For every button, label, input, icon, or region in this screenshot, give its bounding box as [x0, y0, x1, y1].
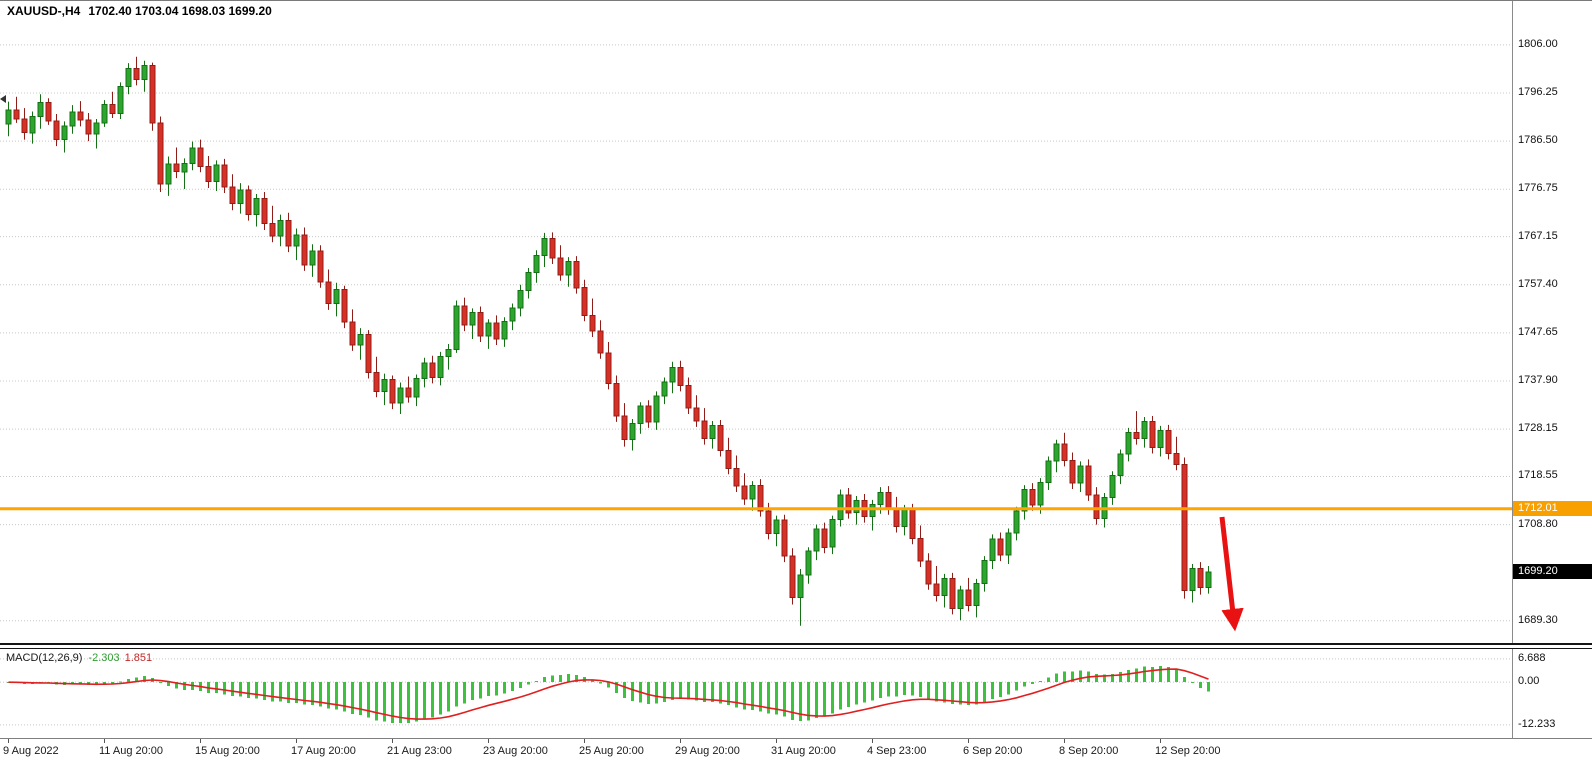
macd-tick-label: -12.233: [1518, 717, 1556, 730]
time-tick-mark: [8, 739, 9, 743]
time-tick-mark: [104, 739, 105, 743]
price-tick-label: 1806.00: [1518, 37, 1558, 50]
macd-signal-value: 1.851: [124, 652, 153, 664]
candlestick-chart[interactable]: [0, 1, 1512, 643]
time-tick-label: 21 Aug 23:00: [387, 745, 452, 757]
time-tick-label: 6 Sep 20:00: [963, 745, 1023, 757]
price-tick-label: 1767.15: [1518, 229, 1558, 242]
time-tick-mark: [968, 739, 969, 743]
time-tick-mark: [1064, 739, 1065, 743]
chart-scroll-marker: [0, 95, 6, 103]
price-chart-panel: [0, 1, 1512, 643]
time-tick-label: 15 Aug 20:00: [195, 745, 260, 757]
macd-main-value: -2.303: [88, 652, 120, 664]
price-tick-label: 1708.80: [1518, 517, 1558, 530]
time-tick-label: 17 Aug 20:00: [291, 745, 356, 757]
macd-indicator-chart[interactable]: [0, 649, 1512, 738]
time-tick-label: 29 Aug 20:00: [675, 745, 740, 757]
price-tick-label: 1728.15: [1518, 422, 1558, 435]
price-tick-label: 1718.55: [1518, 469, 1558, 482]
time-tick-mark: [680, 739, 681, 743]
time-tick-label: 12 Sep 20:00: [1155, 745, 1221, 757]
time-axis[interactable]: 9 Aug 2022 11 Aug 20:00 15 Aug 20:00 17 Aug…: [0, 738, 1592, 772]
time-tick-label: 31 Aug 20:00: [771, 745, 836, 757]
symbol-period-label: XAUUSD-,H4: [7, 4, 81, 18]
macd-tick-label: 0.00: [1518, 675, 1540, 688]
price-tick-label: 1796.25: [1518, 86, 1558, 99]
macd-tick-label: 6.688: [1518, 651, 1546, 664]
time-tick-mark: [200, 739, 201, 743]
time-tick-mark: [872, 739, 873, 743]
time-tick-mark: [296, 739, 297, 743]
chart-title: XAUUSD-,H4 1702.40 1703.04 1698.03 1699.2…: [7, 4, 272, 18]
time-tick-mark: [1160, 739, 1161, 743]
time-tick-label: 4 Sep 23:00: [867, 745, 927, 757]
hline-price-badge: 1712.01: [1513, 500, 1592, 516]
price-tick-label: 1737.90: [1518, 373, 1558, 386]
time-tick-mark: [584, 739, 585, 743]
price-tick-label: 1757.40: [1518, 277, 1558, 290]
price-tick-label: 1747.65: [1518, 325, 1558, 338]
panel-splitter[interactable]: [0, 643, 1592, 649]
macd-indicator-panel: [0, 649, 1512, 738]
time-tick-label: 9 Aug 2022: [3, 745, 59, 757]
time-tick-mark: [392, 739, 393, 743]
time-tick-label: 8 Sep 20:00: [1059, 745, 1119, 757]
time-tick-label: 23 Aug 20:00: [483, 745, 548, 757]
ohlc-readout: 1702.40 1703.04 1698.03 1699.20: [88, 4, 272, 18]
price-tick-label: 1776.75: [1518, 182, 1558, 195]
price-axis[interactable]: 1712.01 1699.20 1806.00 1796.25 1786.50 177…: [1512, 1, 1592, 738]
time-tick-mark: [488, 739, 489, 743]
macd-indicator-label: MACD(12,26,9) -2.303 1.851: [6, 652, 152, 664]
current-price-badge: 1699.20: [1513, 563, 1592, 579]
price-tick-label: 1689.30: [1518, 613, 1558, 626]
macd-name-label: MACD(12,26,9): [6, 652, 83, 664]
time-tick-label: 11 Aug 20:00: [99, 745, 164, 757]
time-tick-label: 25 Aug 20:00: [579, 745, 644, 757]
price-tick-label: 1786.50: [1518, 134, 1558, 147]
time-tick-mark: [776, 739, 777, 743]
